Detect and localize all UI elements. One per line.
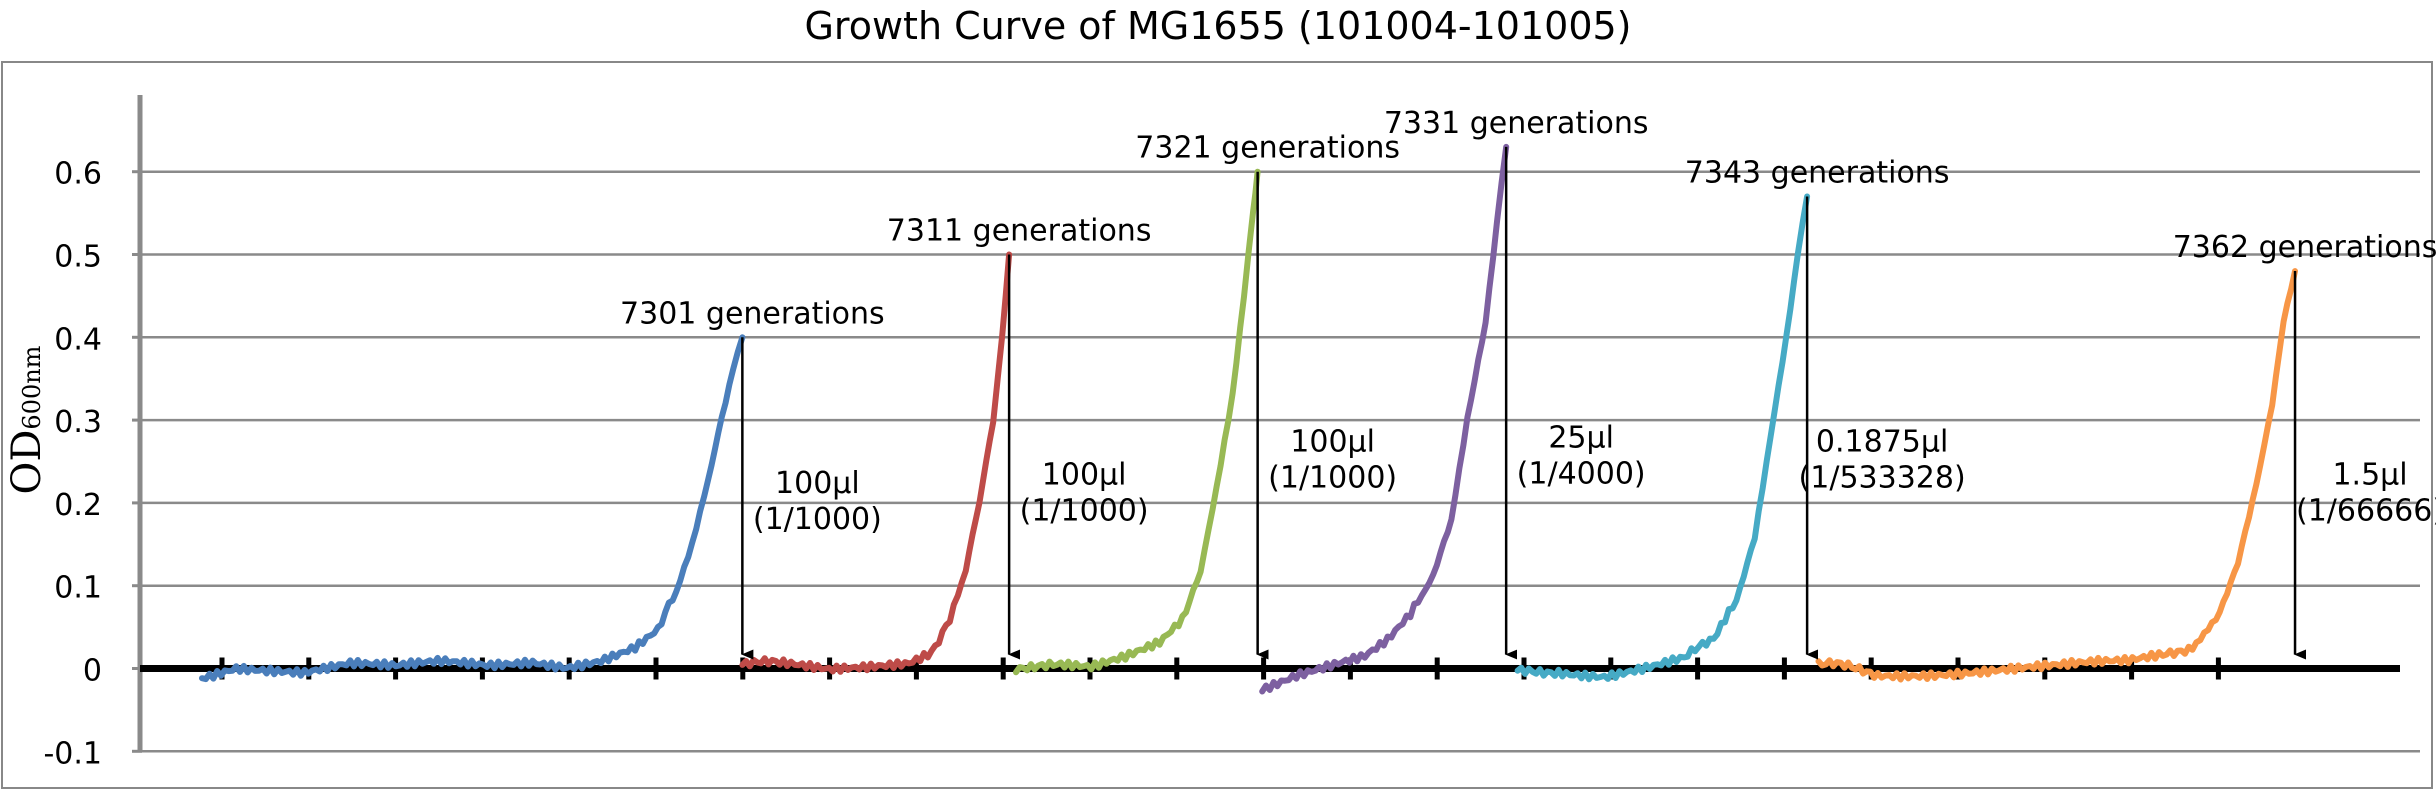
dilution-label: (1/66666) <box>2296 494 2436 529</box>
generations-label: 7343 generations <box>1685 156 1950 191</box>
series-line <box>199 334 746 683</box>
volume-label: 100μl <box>775 466 860 501</box>
y-tick-label: 0.4 <box>54 322 102 357</box>
y-tick-labels: -0.1 0 0.1 0.2 0.3 0.4 0.5 0.6 <box>43 157 102 772</box>
volume-label: 25μl <box>1548 420 1614 455</box>
y-tick-label: 0.3 <box>54 405 102 440</box>
y-tick-label: -0.1 <box>43 736 102 771</box>
plot-frame <box>1 61 2433 789</box>
chart-title: Growth Curve of MG1655 (101004-101005) <box>804 4 1632 48</box>
dilution-label: (1/533328) <box>1799 461 1966 496</box>
volume-label: 100μl <box>1042 458 1127 493</box>
series-line <box>1815 268 2298 683</box>
series-line <box>1259 143 1510 695</box>
dilution-label: (1/4000) <box>1517 456 1646 491</box>
gridlines <box>140 170 2420 753</box>
y-tick-label: 0.6 <box>54 157 102 192</box>
series-line <box>739 251 1013 675</box>
y-tick-label: 0.1 <box>54 571 102 606</box>
y-axis-label: OD600nm <box>4 345 50 494</box>
generations-label: 7362 generations <box>2173 230 2436 265</box>
generations-label: 7331 generations <box>1384 106 1649 141</box>
series-group <box>199 143 2298 695</box>
y-tick-label: 0.2 <box>54 488 102 523</box>
axes <box>132 95 2400 753</box>
volume-label: 1.5μl <box>2332 458 2407 493</box>
series-line <box>1514 193 1811 683</box>
y-tick-label: 0 <box>83 654 102 689</box>
dilution-label: (1/1000) <box>753 502 882 537</box>
generations-label: 7321 generations <box>1135 131 1400 166</box>
volume-label: 0.1875μl <box>1816 425 1948 460</box>
dilution-label: (1/1000) <box>1268 461 1397 496</box>
generations-label: 7311 generations <box>887 214 1152 249</box>
series-line <box>1013 168 1261 676</box>
dilution-label: (1/1000) <box>1020 494 1149 529</box>
y-tick-label: 0.5 <box>54 240 102 275</box>
volume-label: 100μl <box>1290 425 1375 460</box>
generations-label: 7301 generations <box>620 296 885 331</box>
